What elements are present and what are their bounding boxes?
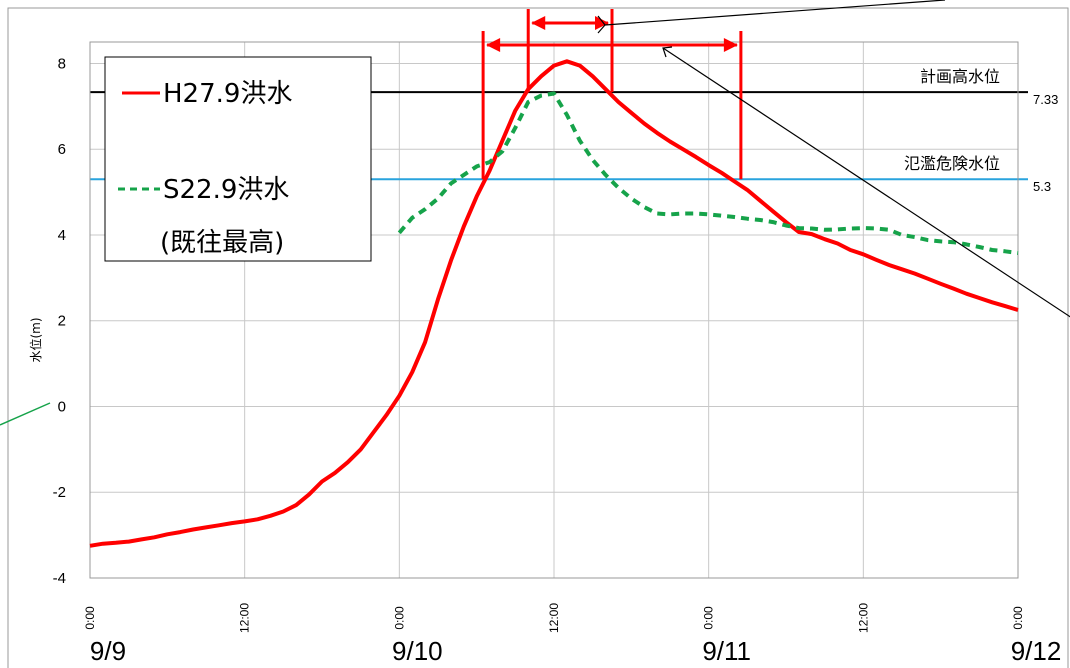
x-time-tick-label: 12:00: [856, 603, 870, 633]
bracket-flood-danger-right-arrowhead: [723, 38, 738, 52]
pointer-line-bottom: [662, 47, 1070, 318]
legend-label-h27: H27.9洪水: [163, 79, 292, 109]
axes: -4 -2 0 2 4 6 8 0:00 12:00 0:00 12:00 0:00 12:00 0:00…: [53, 41, 1062, 666]
y-axis-label: 水位(m): [28, 317, 43, 362]
pointer-arrowhead-bottom: [662, 46, 673, 58]
y-tick-label: 6: [58, 141, 66, 158]
pointer-line-left: [0, 402, 51, 426]
x-time-tick-label: 0:00: [83, 606, 97, 630]
reference-line-label: 氾濫危険水位: [904, 154, 1000, 173]
y-tick-label: 0: [58, 398, 66, 415]
legend-label-s22: S22.9洪水: [163, 175, 289, 205]
legend: H27.9洪水 S22.9洪水 (既往最高): [104, 56, 372, 262]
legend-label-s22-sub: (既往最高): [160, 228, 284, 258]
x-date-tick-label: 9/9: [90, 636, 126, 666]
series-line-h27: [89, 59, 1019, 548]
y-tick-label: 8: [58, 55, 66, 72]
reference-line-value: 7.33: [1033, 92, 1058, 107]
series-lines: [89, 59, 1019, 548]
bracket-plan-high-right-arrowhead: [595, 16, 609, 30]
x-date-tick-label: 9/12: [1011, 636, 1062, 666]
duration-brackets: [481, 9, 743, 180]
reference-line-value: 5.3: [1033, 179, 1051, 194]
callout-pointers: [0, 0, 1070, 426]
y-tick-label: -4: [53, 570, 66, 587]
reference-line-label: 計画高水位: [920, 67, 1000, 86]
bracket-flood-danger-left-arrowhead: [486, 38, 501, 52]
x-time-tick-label: 0:00: [702, 606, 716, 630]
x-time-tick-label: 12:00: [238, 603, 252, 633]
bracket-plan-high-left-arrowhead: [531, 16, 546, 30]
x-date-tick-label: 9/11: [702, 636, 751, 666]
legend-box: [104, 56, 372, 262]
x-time-tick-label: 12:00: [547, 603, 561, 633]
y-tick-label: -2: [53, 484, 66, 501]
chart-frame: [7, 7, 1069, 668]
y-tick-label: 2: [58, 313, 66, 330]
pointer-arrowhead-top: [597, 15, 606, 34]
series-line-s22: [397, 91, 1019, 255]
x-time-tick-label: 0:00: [1011, 606, 1025, 630]
x-date-tick-label: 9/10: [392, 636, 443, 666]
x-time-tick-label: 0:00: [392, 606, 406, 630]
pointer-line-top: [604, 0, 946, 26]
y-tick-label: 4: [58, 227, 66, 244]
